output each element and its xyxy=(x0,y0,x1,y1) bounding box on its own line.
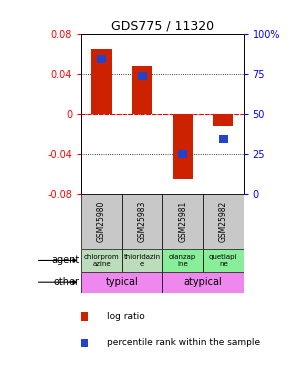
Bar xyxy=(91,49,112,114)
Bar xyxy=(81,272,162,292)
Text: typical: typical xyxy=(106,277,138,287)
Bar xyxy=(122,194,162,249)
Text: thioridazin
e: thioridazin e xyxy=(124,254,161,267)
Text: quetiapi
ne: quetiapi ne xyxy=(209,254,238,267)
Text: GSM25982: GSM25982 xyxy=(219,201,228,242)
Bar xyxy=(162,272,244,292)
Text: chlorprom
azine: chlorprom azine xyxy=(84,254,119,267)
Bar xyxy=(178,150,187,158)
Title: GDS775 / 11320: GDS775 / 11320 xyxy=(111,20,214,33)
Bar xyxy=(203,249,244,272)
Text: GSM25980: GSM25980 xyxy=(97,201,106,242)
Bar xyxy=(213,114,233,126)
Bar xyxy=(162,249,203,272)
Bar xyxy=(162,194,203,249)
Bar xyxy=(132,66,152,114)
Text: atypical: atypical xyxy=(184,277,222,287)
Bar xyxy=(219,135,228,143)
Text: agent: agent xyxy=(51,255,79,266)
Bar xyxy=(122,249,162,272)
Bar xyxy=(203,194,244,249)
Text: olanzap
ine: olanzap ine xyxy=(169,254,196,267)
Bar xyxy=(81,249,122,272)
Bar xyxy=(97,55,106,63)
Text: GSM25981: GSM25981 xyxy=(178,201,187,242)
Bar xyxy=(81,194,122,249)
Bar xyxy=(173,114,193,179)
Text: log ratio: log ratio xyxy=(107,312,145,321)
Bar xyxy=(138,72,146,80)
Text: GSM25983: GSM25983 xyxy=(137,201,147,242)
Text: other: other xyxy=(54,277,79,287)
Text: percentile rank within the sample: percentile rank within the sample xyxy=(107,338,260,347)
